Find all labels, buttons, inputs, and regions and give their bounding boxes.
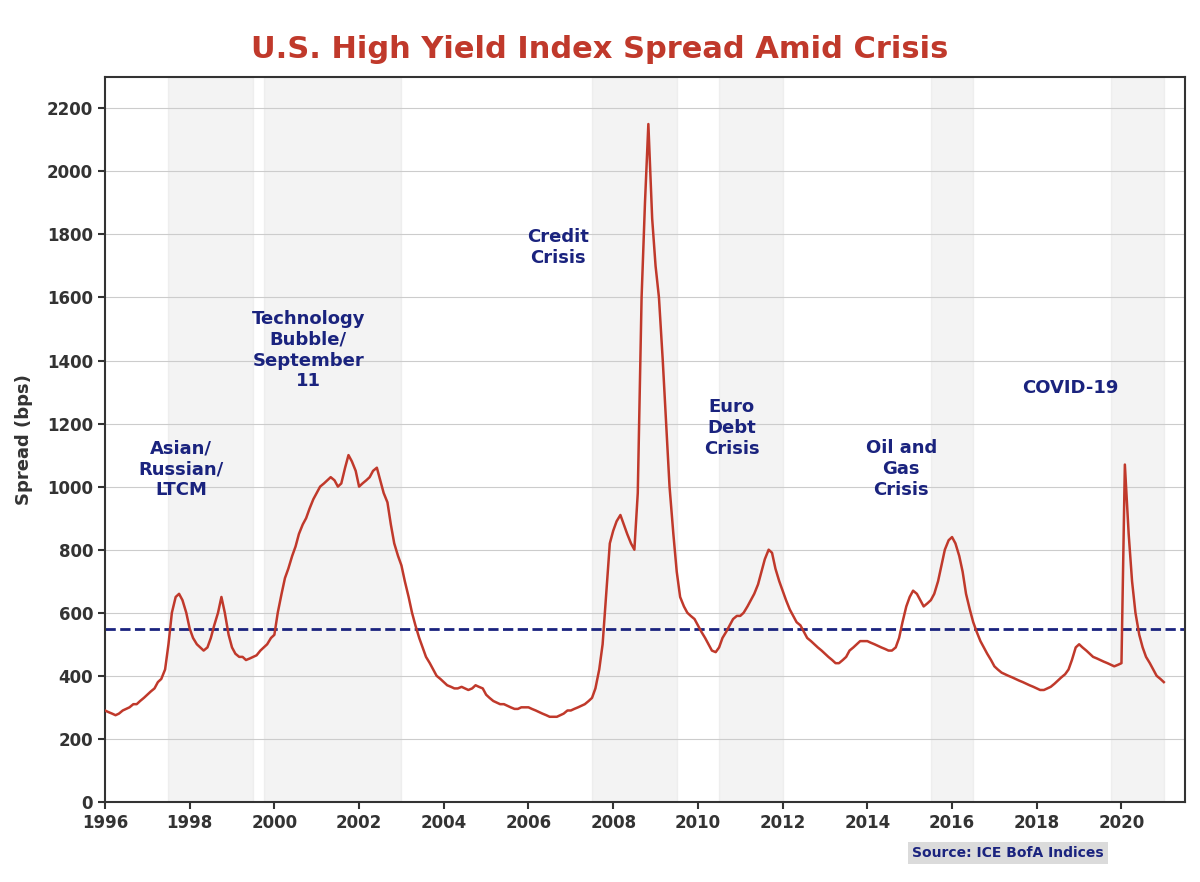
Bar xyxy=(264,77,402,802)
Text: Oil and
Gas
Crisis: Oil and Gas Crisis xyxy=(865,439,937,499)
Text: Credit
Crisis: Credit Crisis xyxy=(527,228,589,267)
Text: Asian/
Russian/
LTCM: Asian/ Russian/ LTCM xyxy=(138,439,224,499)
Text: Technology
Bubble/
September
11: Technology Bubble/ September 11 xyxy=(252,310,365,391)
Text: COVID-19: COVID-19 xyxy=(1022,379,1118,398)
Bar xyxy=(168,77,253,802)
Text: Euro
Debt
Crisis: Euro Debt Crisis xyxy=(704,399,760,458)
Bar xyxy=(1111,77,1164,802)
Y-axis label: Spread (bps): Spread (bps) xyxy=(14,374,32,505)
Bar xyxy=(719,77,782,802)
Bar xyxy=(592,77,677,802)
Bar xyxy=(931,77,973,802)
Text: Source: ICE BofA Indices: Source: ICE BofA Indices xyxy=(912,846,1104,860)
Text: U.S. High Yield Index Spread Amid Crisis: U.S. High Yield Index Spread Amid Crisis xyxy=(251,35,949,64)
